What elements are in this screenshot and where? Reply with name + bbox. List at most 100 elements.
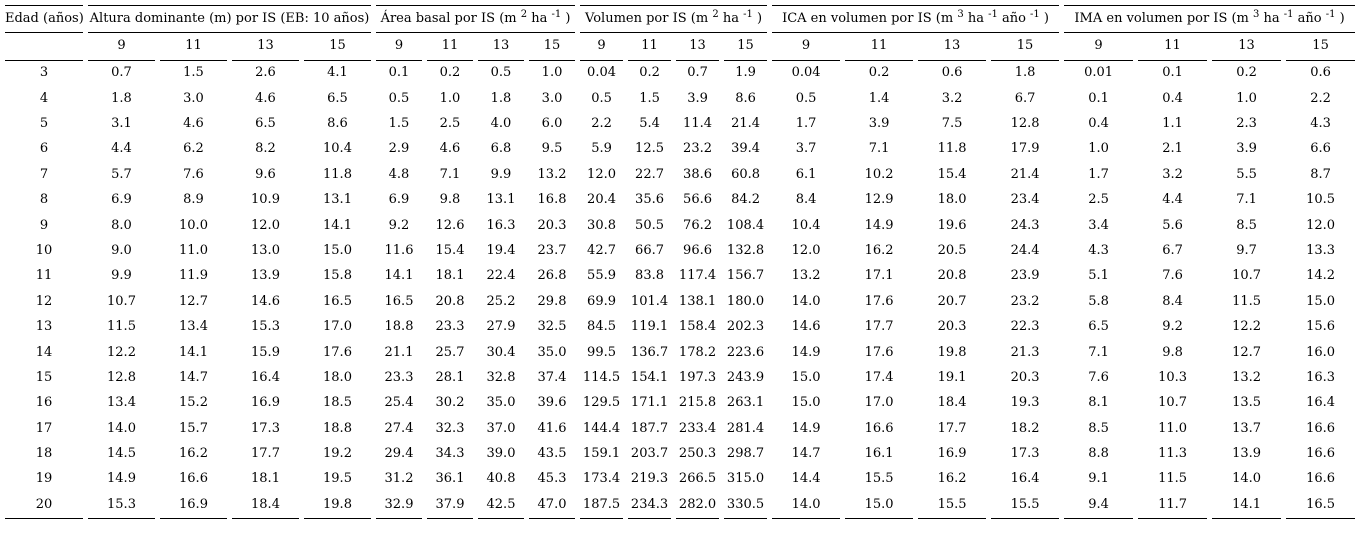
subheader-row: 9 11 13 15 9 11 13 15 9 11 13 15 9 11 13 15 9 11 13 15 <box>5 33 1356 61</box>
data-cell: 19.3 <box>1010 395 1040 411</box>
data-cell: 8.4 <box>795 192 817 208</box>
data-cell: 1.7 <box>795 116 817 131</box>
data-cell: 8.4 <box>1162 293 1183 309</box>
edad-cell: 4 <box>39 90 49 106</box>
data-cell: 22.4 <box>486 268 516 284</box>
data-cell: 22.3 <box>1010 319 1040 335</box>
data-cell: 0.2 <box>1236 65 1257 81</box>
data-cell: 2.2 <box>591 116 612 131</box>
data-cell: 14.2 <box>1306 268 1336 284</box>
table-row-edad-14: 14 12.2 14.1 15.9 17.6 21.1 25.7 30.4 35.0 99.5 13… <box>5 340 1355 365</box>
data-cell: 215.8 <box>678 395 717 411</box>
data-cell: 4.6 <box>439 141 461 157</box>
edad-cell: 18 <box>35 446 53 462</box>
data-cell: 25.7 <box>435 344 465 360</box>
subheader-cell-g4-is13: 13 <box>1212 33 1282 61</box>
data-cell: 96.6 <box>683 242 712 258</box>
data-cell: 0.6 <box>1310 65 1331 81</box>
data-cell: 158.4 <box>678 319 717 335</box>
data-cell: 15.2 <box>179 395 208 411</box>
data-cell: 3.9 <box>687 90 708 106</box>
data-cell: 9.2 <box>388 217 410 233</box>
data-cell: 17.0 <box>864 395 894 411</box>
data-cell: 16.4 <box>251 369 280 385</box>
data-cell: 11.0 <box>1158 420 1188 436</box>
data-cell: 0.04 <box>587 65 616 81</box>
data-cell: 1.1 <box>1162 116 1183 131</box>
data-cell: 12.0 <box>1306 217 1336 233</box>
data-cell: 84.5 <box>587 319 616 335</box>
data-cell: 17.1 <box>864 268 894 284</box>
data-cell: 8.1 <box>1088 395 1109 411</box>
data-cell: 0.2 <box>868 65 890 81</box>
data-cell: 20.5 <box>937 242 967 258</box>
data-cell: 8.9 <box>183 192 204 208</box>
data-cell: 18.1 <box>251 471 280 487</box>
data-cell: 2.6 <box>255 65 276 81</box>
data-cell: 0.1 <box>1162 65 1183 81</box>
data-cell: 5.8 <box>1088 293 1109 309</box>
data-cell: 13.2 <box>791 268 821 284</box>
data-cell: 282.0 <box>676 493 720 520</box>
data-cell: 1.4 <box>868 90 890 106</box>
data-cell: 66.7 <box>635 242 664 258</box>
data-cell: 0.6 <box>941 65 963 81</box>
data-cell: 2.1 <box>1162 141 1183 157</box>
subheader-cell-g3-is15: 15 <box>991 33 1060 61</box>
data-cell: 0.1 <box>388 65 410 81</box>
data-cell: 7.1 <box>868 141 890 157</box>
data-cell: 17.3 <box>251 420 280 436</box>
data-cell: 56.6 <box>683 192 712 208</box>
data-cell: 315.0 <box>726 471 765 487</box>
table-row-edad-16: 16 13.4 15.2 16.9 18.5 25.4 30.2 35.0 39.6 129.5 1… <box>5 391 1355 416</box>
edad-cell: 12 <box>35 293 53 309</box>
data-cell: 11.5 <box>1232 293 1262 309</box>
data-cell: 4.8 <box>388 166 410 182</box>
data-cell: 7.6 <box>1162 268 1183 284</box>
data-cell: 263.1 <box>726 395 765 411</box>
data-cell: 20.8 <box>937 268 967 284</box>
data-cell: 1.9 <box>735 65 756 81</box>
subheader-cell-g1-is9: 9 <box>376 33 422 61</box>
edad-cell: 19 <box>35 471 53 487</box>
data-cell: 36.1 <box>435 471 465 487</box>
data-cell: 16.9 <box>160 493 227 520</box>
data-cell: 23.3 <box>384 369 414 385</box>
data-cell: 11.8 <box>937 141 967 157</box>
data-cell: 17.9 <box>1010 141 1040 157</box>
data-cell: 13.3 <box>1306 242 1336 258</box>
data-cell: 13.5 <box>1232 395 1262 411</box>
data-cell: 14.1 <box>179 344 208 360</box>
data-cell: 298.7 <box>726 446 765 462</box>
data-cell: 15.0 <box>791 369 821 385</box>
data-cell: 14.0 <box>791 293 821 309</box>
data-cell: 14.4 <box>791 471 821 487</box>
data-cell: 15.0 <box>845 493 914 520</box>
data-cell: 21.4 <box>731 116 761 131</box>
data-cell: 10.4 <box>791 217 821 233</box>
data-cell: 14.6 <box>251 293 280 309</box>
subheader-cell-g2-is13: 13 <box>676 33 720 61</box>
data-cell: 16.9 <box>251 395 280 411</box>
subheader-cell-g2-is11: 11 <box>628 33 672 61</box>
page: Edad (años) Altura dominante (m) por IS (… <box>0 5 1361 520</box>
data-cell: 8.0 <box>111 217 132 233</box>
group-header-3: ICA en volumen por IS (m 3 ha -1 año -1 … <box>772 5 1060 33</box>
subheader-cell-g3-is9: 9 <box>772 33 841 61</box>
data-cell: 2.5 <box>439 116 461 131</box>
data-cell: 6.6 <box>1310 141 1331 157</box>
data-cell: 3.4 <box>1088 217 1109 233</box>
data-cell: 6.2 <box>183 141 204 157</box>
data-cell: 203.7 <box>630 446 669 462</box>
data-cell: 159.1 <box>582 446 621 462</box>
data-cell: 20.8 <box>435 293 465 309</box>
data-cell: 27.4 <box>384 420 414 436</box>
data-cell: 19.5 <box>323 471 352 487</box>
data-cell: 330.5 <box>724 493 768 520</box>
edad-column-header: Edad (años) <box>5 5 84 33</box>
data-cell: 15.0 <box>791 395 821 411</box>
data-cell: 3.1 <box>111 116 132 131</box>
data-cell: 4.0 <box>490 116 512 131</box>
data-cell: 43.5 <box>537 446 567 462</box>
data-cell: 14.0 <box>772 493 841 520</box>
